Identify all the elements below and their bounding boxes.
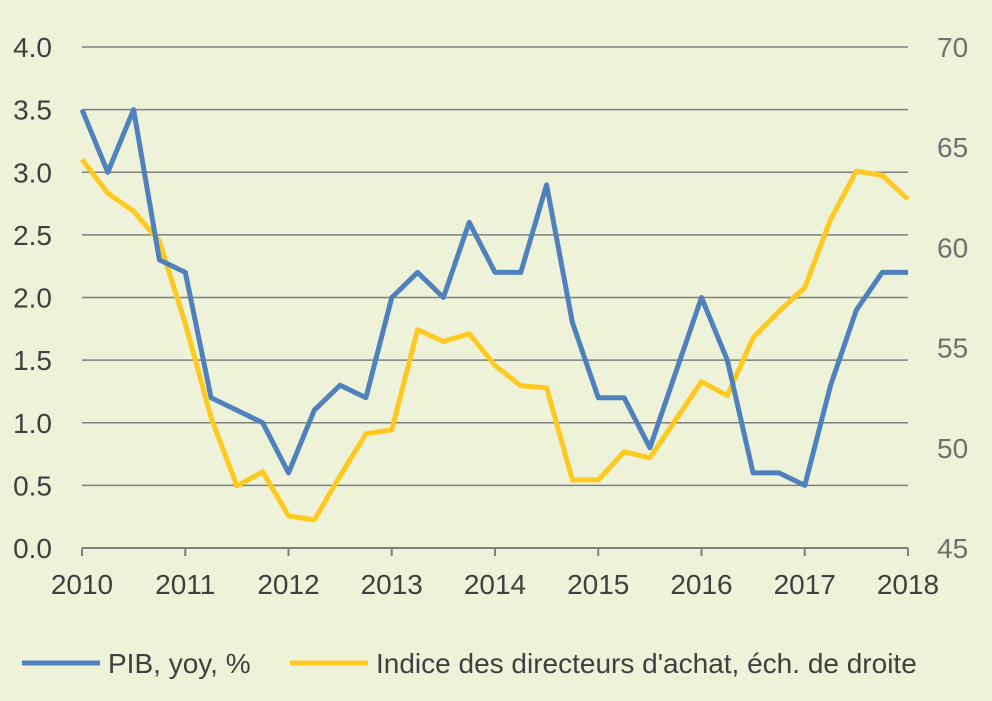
y-tick-label-left: 4.0 bbox=[13, 32, 52, 63]
series-line-gdp bbox=[79, 107, 908, 488]
x-tick-label: 2015 bbox=[567, 569, 629, 600]
y-tick-label-right: 45 bbox=[937, 533, 968, 564]
x-tick-label: 2010 bbox=[51, 569, 113, 600]
y-tick-label-left: 2.5 bbox=[13, 220, 52, 251]
x-tick-label: 2011 bbox=[155, 569, 215, 600]
y-tick-label-left: 2.0 bbox=[13, 283, 52, 314]
y-tick-label-left: 1.0 bbox=[13, 408, 52, 439]
y-tick-label-left: 3.5 bbox=[13, 95, 52, 126]
series-lines bbox=[79, 107, 910, 523]
legend-label: Indice des directeurs d'achat, éch. de d… bbox=[376, 648, 917, 679]
right-y-axis-ticks: 45 50 55 60 65 70 bbox=[937, 32, 968, 564]
y-tick-label-left: 0.0 bbox=[13, 533, 52, 564]
x-tick-label: 2013 bbox=[361, 569, 423, 600]
y-tick-label-right: 65 bbox=[937, 132, 968, 163]
legend-label: PIB, yoy, % bbox=[108, 648, 251, 679]
y-tick-label-right: 50 bbox=[937, 433, 968, 464]
x-tick-label: 2018 bbox=[877, 569, 939, 600]
y-tick-label-right: 55 bbox=[937, 333, 968, 364]
legend: PIB, yoy, % Indice des directeurs d'achat… bbox=[22, 648, 917, 679]
series-line-pmi bbox=[80, 157, 910, 523]
x-axis-ticks: 2010 2011 2012 2013 2014 2015 2016 2017 2018 bbox=[51, 548, 939, 600]
y-tick-label-left: 0.5 bbox=[13, 470, 52, 501]
grid-lines bbox=[82, 46, 908, 487]
y-tick-label-right: 60 bbox=[937, 232, 968, 263]
x-tick-label: 2014 bbox=[464, 569, 526, 600]
y-tick-label-left: 1.5 bbox=[13, 345, 52, 376]
left-y-axis-ticks: 0.0 0.5 1.0 1.5 2.0 2.5 3.0 3.5 4.0 bbox=[13, 32, 52, 564]
y-tick-label-right: 70 bbox=[937, 32, 968, 63]
x-tick-label: 2016 bbox=[670, 569, 732, 600]
y-tick-label-left: 3.0 bbox=[13, 157, 52, 188]
x-tick-label: 2017 bbox=[774, 569, 836, 600]
x-tick-label: 2012 bbox=[257, 569, 319, 600]
